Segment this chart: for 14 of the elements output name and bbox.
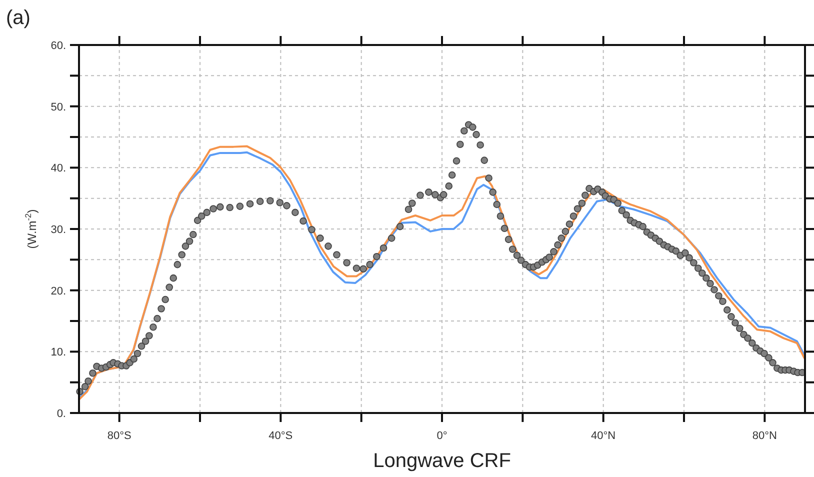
x-tick-label: 40°N bbox=[591, 430, 616, 442]
y-tick-label: 50. bbox=[50, 101, 66, 114]
y-tick-label: 40. bbox=[50, 162, 66, 175]
y-tick-label: 60. bbox=[50, 40, 66, 52]
x-tick-label: 40°S bbox=[268, 430, 293, 442]
x-tick-label: 80°N bbox=[752, 430, 778, 442]
y-tick-label: 0. bbox=[56, 408, 66, 420]
x-tick-label: 80°S bbox=[107, 430, 132, 442]
x-axis-title: Longwave CRF bbox=[373, 450, 511, 472]
y-tick-label: 30. bbox=[50, 224, 66, 236]
chart-title: (a) bbox=[6, 7, 30, 29]
y-tick-label: 20. bbox=[50, 285, 66, 298]
x-tick-label: 0° bbox=[436, 430, 448, 442]
y-tick-label: 10. bbox=[50, 346, 66, 359]
